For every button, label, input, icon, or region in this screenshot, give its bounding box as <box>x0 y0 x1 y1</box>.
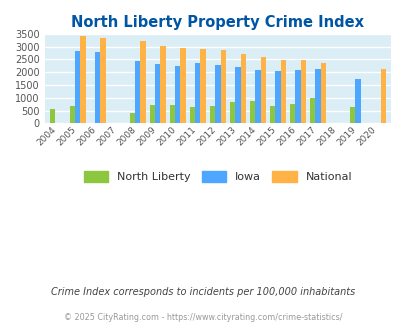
Bar <box>249 101 254 123</box>
Bar <box>280 60 285 123</box>
Text: Crime Index corresponds to incidents per 100,000 inhabitants: Crime Index corresponds to incidents per… <box>51 287 354 297</box>
Bar <box>234 67 240 123</box>
Bar <box>260 57 265 123</box>
Bar <box>100 38 106 123</box>
Bar <box>189 107 194 123</box>
Bar <box>169 106 175 123</box>
Bar <box>229 102 234 123</box>
Bar <box>135 60 140 123</box>
Bar <box>95 52 100 123</box>
Bar <box>349 108 354 123</box>
Bar <box>129 114 135 123</box>
Bar <box>155 64 160 123</box>
Bar <box>215 65 220 123</box>
Bar <box>354 80 360 123</box>
Bar <box>314 69 320 123</box>
Bar <box>194 63 200 123</box>
Bar <box>275 71 280 123</box>
Bar <box>380 69 385 123</box>
Bar <box>309 98 314 123</box>
Bar <box>320 63 325 123</box>
Bar <box>49 109 55 123</box>
Bar <box>80 36 85 123</box>
Bar <box>209 107 215 123</box>
Bar <box>149 105 155 123</box>
Bar <box>294 70 300 123</box>
Bar <box>140 41 145 123</box>
Bar <box>269 106 275 123</box>
Bar <box>175 66 180 123</box>
Bar <box>240 53 245 123</box>
Bar <box>300 60 305 123</box>
Bar <box>289 104 294 123</box>
Bar <box>69 107 75 123</box>
Legend: North Liberty, Iowa, National: North Liberty, Iowa, National <box>79 166 356 186</box>
Bar <box>220 50 225 123</box>
Bar <box>160 46 165 123</box>
Bar <box>180 48 185 123</box>
Bar <box>254 70 260 123</box>
Text: © 2025 CityRating.com - https://www.cityrating.com/crime-statistics/: © 2025 CityRating.com - https://www.city… <box>64 313 341 322</box>
Bar <box>200 49 205 123</box>
Bar <box>75 51 80 123</box>
Title: North Liberty Property Crime Index: North Liberty Property Crime Index <box>71 15 363 30</box>
